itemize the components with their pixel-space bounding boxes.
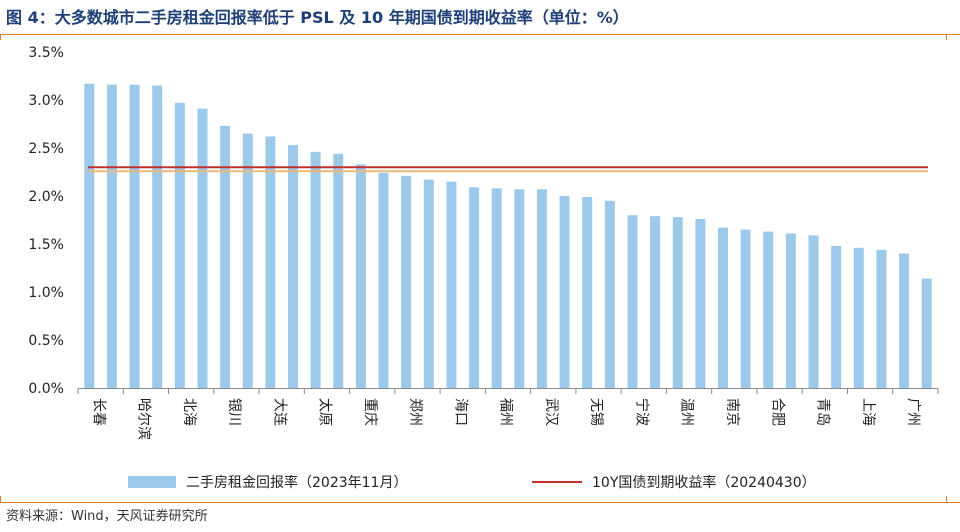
y-tick-label: 1.0% bbox=[28, 285, 64, 301]
x-category-label: 合肥 bbox=[769, 398, 785, 426]
y-tick-label: 2.5% bbox=[28, 141, 64, 157]
y-tick-label: 2.0% bbox=[28, 189, 64, 205]
footer-divider bbox=[0, 502, 960, 503]
x-category-label: 郑州 bbox=[407, 398, 423, 426]
y-tick-label: 0.5% bbox=[28, 333, 64, 349]
bar bbox=[718, 227, 728, 388]
bar bbox=[491, 188, 502, 388]
bar bbox=[423, 179, 434, 388]
bar bbox=[469, 187, 480, 388]
title-divider-right-tick bbox=[946, 34, 947, 40]
bar bbox=[106, 84, 117, 388]
bar bbox=[84, 83, 95, 389]
x-category-label: 太原 bbox=[317, 398, 333, 426]
bar bbox=[876, 249, 887, 388]
bar bbox=[853, 247, 864, 388]
x-category-label: 银川 bbox=[226, 398, 242, 426]
chart-title: 图 4：大多数城市二手房租金回报率低于 PSL 及 10 年期国债到期收益率（单… bbox=[6, 8, 629, 27]
bar bbox=[355, 164, 366, 388]
bar bbox=[559, 196, 570, 388]
x-category-label: 青岛 bbox=[815, 398, 831, 426]
bar bbox=[604, 200, 615, 388]
x-category-label: 广州 bbox=[905, 398, 921, 426]
bar bbox=[333, 153, 344, 388]
x-category-label: 重庆 bbox=[362, 398, 378, 426]
bar bbox=[378, 172, 389, 388]
x-category-label: 哈尔滨 bbox=[136, 398, 152, 440]
bar bbox=[740, 229, 751, 388]
x-category-label: 大连 bbox=[271, 398, 287, 426]
y-tick-label: 3.0% bbox=[28, 93, 64, 109]
legend-swatch-bar bbox=[128, 476, 176, 488]
bar bbox=[808, 235, 819, 388]
bar bbox=[310, 151, 321, 388]
bar bbox=[514, 189, 525, 388]
y-tick-label: 0.0% bbox=[28, 381, 64, 397]
bar bbox=[536, 189, 547, 388]
bar bbox=[242, 133, 253, 388]
bar bbox=[288, 145, 298, 388]
legend-label-bar: 二手房租金回报率（2023年11月） bbox=[186, 474, 407, 491]
footer-divider-left-tick bbox=[0, 496, 1, 502]
bar bbox=[220, 125, 231, 389]
x-category-label: 上海 bbox=[860, 398, 876, 426]
y-tick-label: 3.5% bbox=[28, 45, 64, 61]
x-category-label: 长春 bbox=[90, 398, 106, 426]
x-category-label: 无锡 bbox=[588, 398, 604, 426]
bar bbox=[152, 85, 163, 388]
x-category-label: 宁波 bbox=[634, 398, 651, 426]
bar bbox=[582, 196, 593, 388]
bar bbox=[197, 108, 208, 388]
x-category-label: 武汉 bbox=[543, 398, 559, 426]
legend-label-line: 10Y国债到期收益率（20240430） bbox=[592, 474, 816, 491]
bar bbox=[763, 231, 774, 388]
title-divider-left-tick bbox=[0, 34, 1, 40]
bar bbox=[174, 102, 185, 388]
bar bbox=[695, 219, 706, 388]
title-divider bbox=[0, 34, 960, 35]
bar bbox=[831, 245, 842, 388]
x-category-label: 海口 bbox=[452, 398, 468, 426]
bar bbox=[785, 233, 796, 388]
x-category-label: 福州 bbox=[498, 398, 514, 426]
bar bbox=[446, 181, 457, 388]
x-category-label: 南京 bbox=[724, 398, 740, 426]
bar bbox=[899, 253, 910, 388]
x-category-label: 温州 bbox=[679, 398, 695, 426]
bar bbox=[921, 278, 932, 388]
bar-chart: 0.0% 0.5% 1.0% 1.5% 2.0% 2.5% 3.0% 3.5% 长春 哈尔滨 北海 银… bbox=[28, 45, 939, 491]
bar bbox=[672, 217, 683, 388]
bar bbox=[265, 136, 276, 388]
bar bbox=[129, 84, 140, 388]
footer-divider-right-tick bbox=[946, 496, 947, 502]
bar bbox=[401, 175, 412, 388]
bar bbox=[627, 215, 638, 388]
y-tick-label: 1.5% bbox=[28, 237, 64, 253]
bar bbox=[650, 216, 661, 388]
source-note: 资料来源：Wind，天风证券研究所 bbox=[6, 509, 208, 524]
x-category-label: 北海 bbox=[181, 398, 197, 426]
